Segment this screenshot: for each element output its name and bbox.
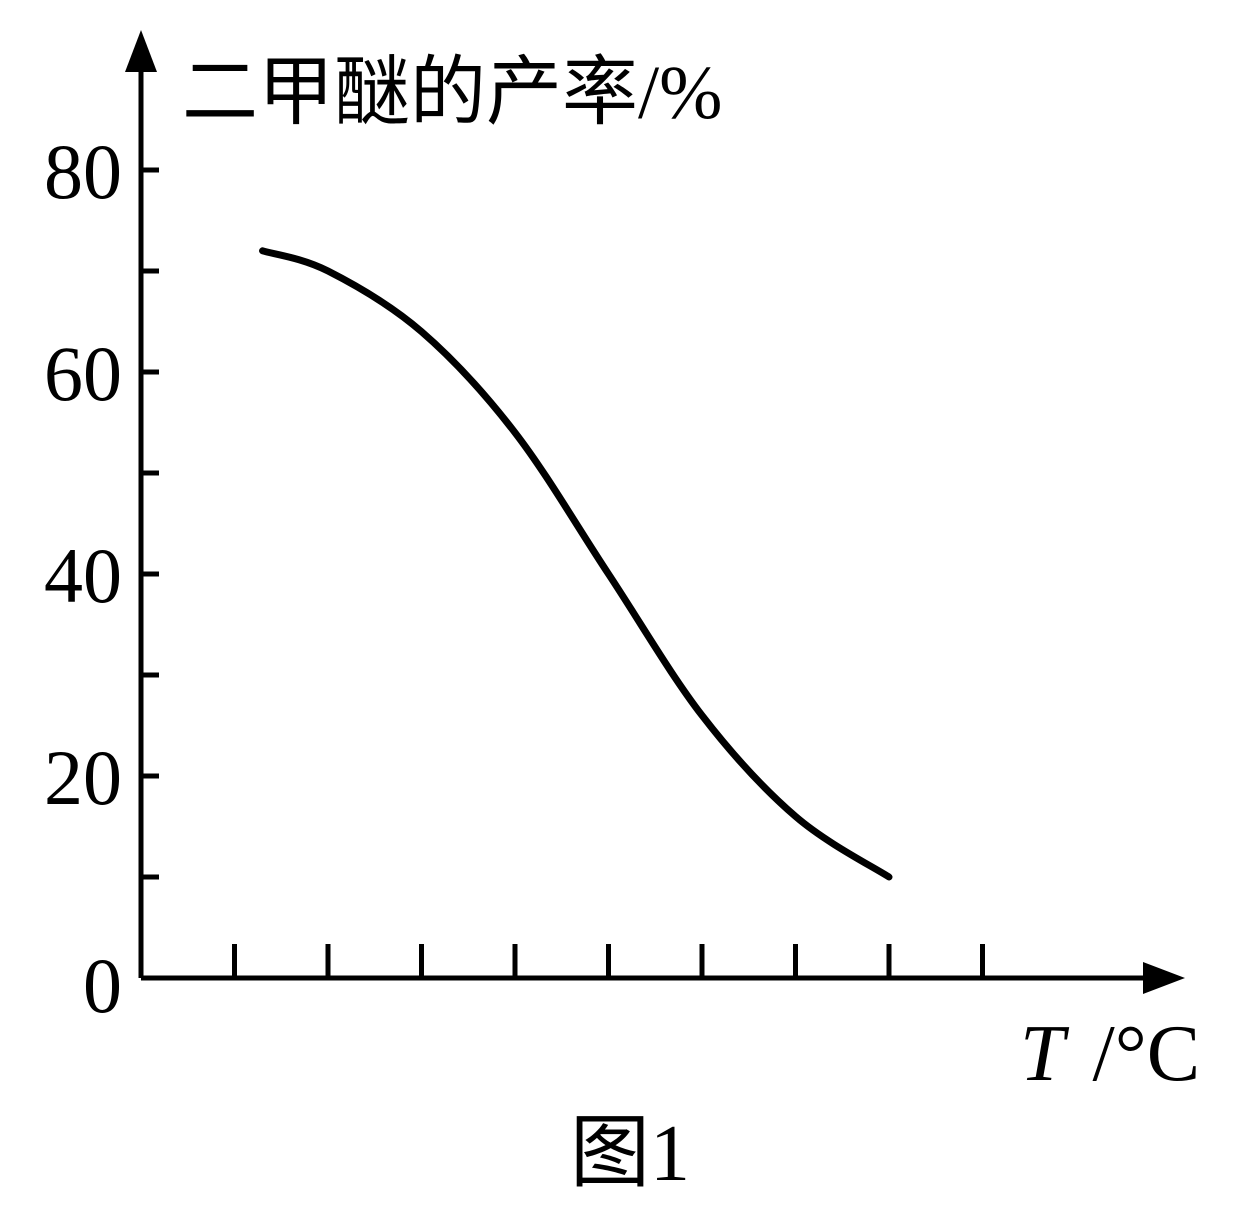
y-tick-label-40: 40 [44,532,122,619]
y-tick-label-0: 0 [83,942,122,1029]
y-axis-title: 二甲醚的产率/% [182,51,722,135]
y-tick-labels: 0 20 40 60 80 [44,128,122,1029]
y-ticks [141,167,159,880]
y-tick-label-20: 20 [44,734,122,821]
y-axis-arrow-icon [125,30,157,72]
x-axis-variable: T [1020,1010,1070,1098]
series-line [259,247,893,881]
figure-caption: 图1 [570,1110,690,1198]
axes [125,30,1185,994]
y-tick-label-80: 80 [44,128,122,215]
x-axis-arrow-icon [1143,962,1185,994]
x-axis-unit: /°C [1093,1010,1201,1098]
x-axis-title: T /°C [1020,1010,1200,1098]
x-ticks [232,944,985,978]
y-tick-label-60: 60 [44,330,122,417]
